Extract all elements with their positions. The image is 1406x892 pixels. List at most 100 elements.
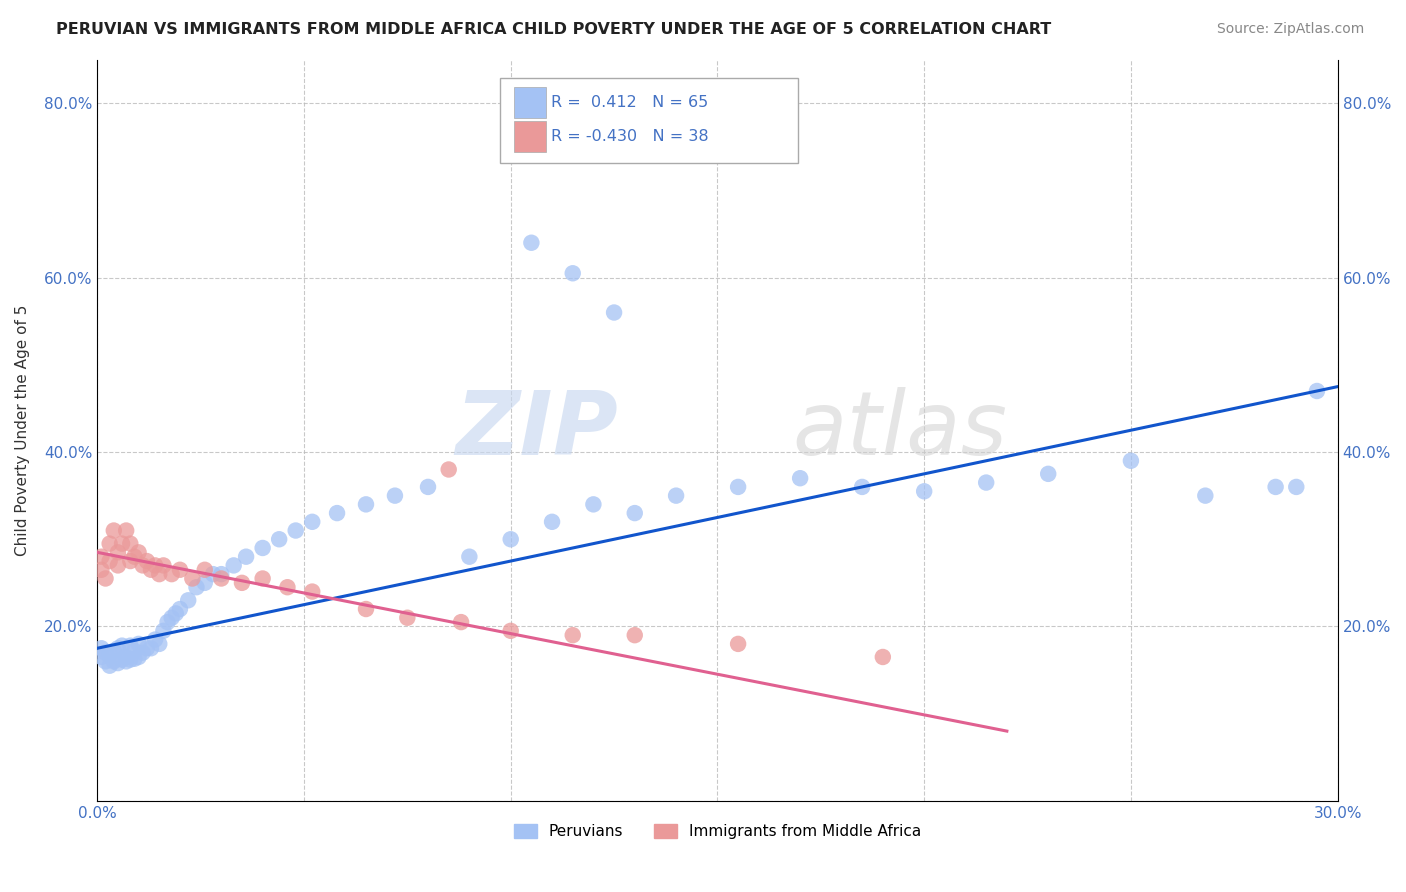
Point [284,524,307,538]
Point [252,541,274,555]
FancyBboxPatch shape [515,87,547,118]
Point [107,656,129,670]
Point [209,567,232,582]
Point [98,658,121,673]
Point [623,506,645,520]
Point [169,602,191,616]
Point [326,506,349,520]
Point [111,639,134,653]
Point [98,536,121,550]
Point [727,480,749,494]
Point [128,637,150,651]
Point [1306,384,1329,398]
Y-axis label: Child Poverty Under the Age of 5: Child Poverty Under the Age of 5 [15,304,30,556]
Point [160,611,183,625]
Legend: Peruvians, Immigrants from Middle Africa: Peruvians, Immigrants from Middle Africa [508,818,928,845]
Point [789,471,811,485]
Point [396,611,419,625]
Point [1194,489,1216,503]
Point [269,533,291,547]
Point [156,615,179,629]
Point [107,545,129,559]
Point [143,632,166,647]
Point [665,489,688,503]
Point [1264,480,1286,494]
Point [1119,454,1142,468]
Point [98,648,121,662]
Point [851,480,873,494]
Text: R = -0.430   N = 38: R = -0.430 N = 38 [551,129,709,145]
Point [222,558,245,573]
Point [98,554,121,568]
Point [124,644,146,658]
Point [727,637,749,651]
Point [499,533,522,547]
Point [128,650,150,665]
Point [437,462,460,476]
Point [209,572,232,586]
Point [186,580,208,594]
Point [115,650,138,665]
Point [416,480,439,494]
Point [1285,480,1308,494]
Point [107,641,129,656]
Point [90,641,112,656]
Point [252,572,274,586]
Point [90,549,112,564]
Point [177,593,200,607]
Point [194,563,217,577]
Point [181,572,204,586]
Point [301,515,323,529]
Point [202,567,225,582]
Point [235,549,257,564]
Point [152,624,174,638]
Text: ZIP: ZIP [456,387,619,474]
Point [135,641,157,656]
Point [120,536,142,550]
Point [120,652,142,666]
Point [169,563,191,577]
Point [458,549,481,564]
Point [499,624,522,638]
Point [561,628,583,642]
Point [132,646,155,660]
Point [872,650,894,665]
Point [124,549,146,564]
Point [148,637,170,651]
Point [165,607,187,621]
Point [115,654,138,668]
Point [103,524,125,538]
Point [128,545,150,559]
Point [111,536,134,550]
Point [90,650,112,665]
Point [107,558,129,573]
Point [354,497,377,511]
Point [561,266,583,280]
Point [124,651,146,665]
Point [603,305,626,319]
Point [148,567,170,582]
Point [94,654,117,668]
Point [120,554,142,568]
Point [450,615,472,629]
Point [132,558,155,573]
Point [541,515,564,529]
Point [582,497,605,511]
Point [143,558,166,573]
Point [520,235,543,250]
Point [139,563,162,577]
Point [231,575,253,590]
Point [103,654,125,668]
Point [974,475,997,490]
FancyBboxPatch shape [501,78,799,163]
Text: R =  0.412   N = 65: R = 0.412 N = 65 [551,95,709,110]
Point [301,584,323,599]
Point [194,575,217,590]
Point [276,580,298,594]
Point [160,567,183,582]
Point [623,628,645,642]
Text: Source: ZipAtlas.com: Source: ZipAtlas.com [1216,22,1364,37]
Point [384,489,406,503]
Point [111,652,134,666]
Point [94,572,117,586]
